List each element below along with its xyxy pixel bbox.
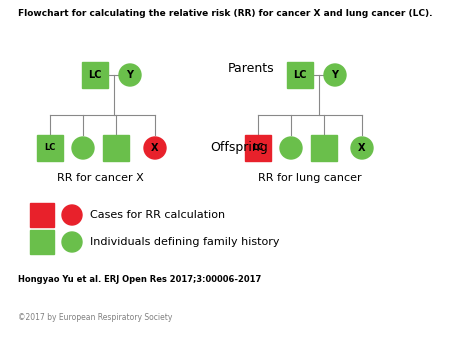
Bar (245, 135, 271, 161)
Text: Cases for RR calculation: Cases for RR calculation (90, 210, 225, 220)
Text: RR for cancer X: RR for cancer X (57, 173, 144, 183)
Text: Parents: Parents (228, 62, 274, 74)
Circle shape (62, 232, 82, 252)
Text: LC: LC (252, 144, 264, 152)
Circle shape (62, 205, 82, 225)
Circle shape (72, 137, 94, 159)
Bar (287, 62, 313, 88)
Text: Y: Y (332, 70, 338, 80)
Circle shape (280, 137, 302, 159)
Text: Offspring: Offspring (210, 142, 268, 154)
Bar (30, 203, 54, 227)
Text: RR for lung cancer: RR for lung cancer (258, 173, 362, 183)
Text: Y: Y (126, 70, 134, 80)
Text: Flowchart for calculating the relative risk (RR) for cancer X and lung cancer (L: Flowchart for calculating the relative r… (18, 9, 432, 19)
Circle shape (144, 137, 166, 159)
Bar (30, 230, 54, 254)
Text: Hongyao Yu et al. ERJ Open Res 2017;3:00006-2017: Hongyao Yu et al. ERJ Open Res 2017;3:00… (18, 275, 261, 285)
Text: LC: LC (88, 70, 102, 80)
Bar (82, 62, 108, 88)
Text: X: X (358, 143, 366, 153)
Bar (37, 135, 63, 161)
Circle shape (324, 64, 346, 86)
Text: LC: LC (44, 144, 56, 152)
Text: LC: LC (293, 70, 307, 80)
Circle shape (119, 64, 141, 86)
Circle shape (351, 137, 373, 159)
Bar (311, 135, 337, 161)
Text: Individuals defining family history: Individuals defining family history (90, 237, 279, 247)
Text: ©2017 by European Respiratory Society: ©2017 by European Respiratory Society (18, 314, 172, 322)
Bar (103, 135, 129, 161)
Text: X: X (151, 143, 159, 153)
